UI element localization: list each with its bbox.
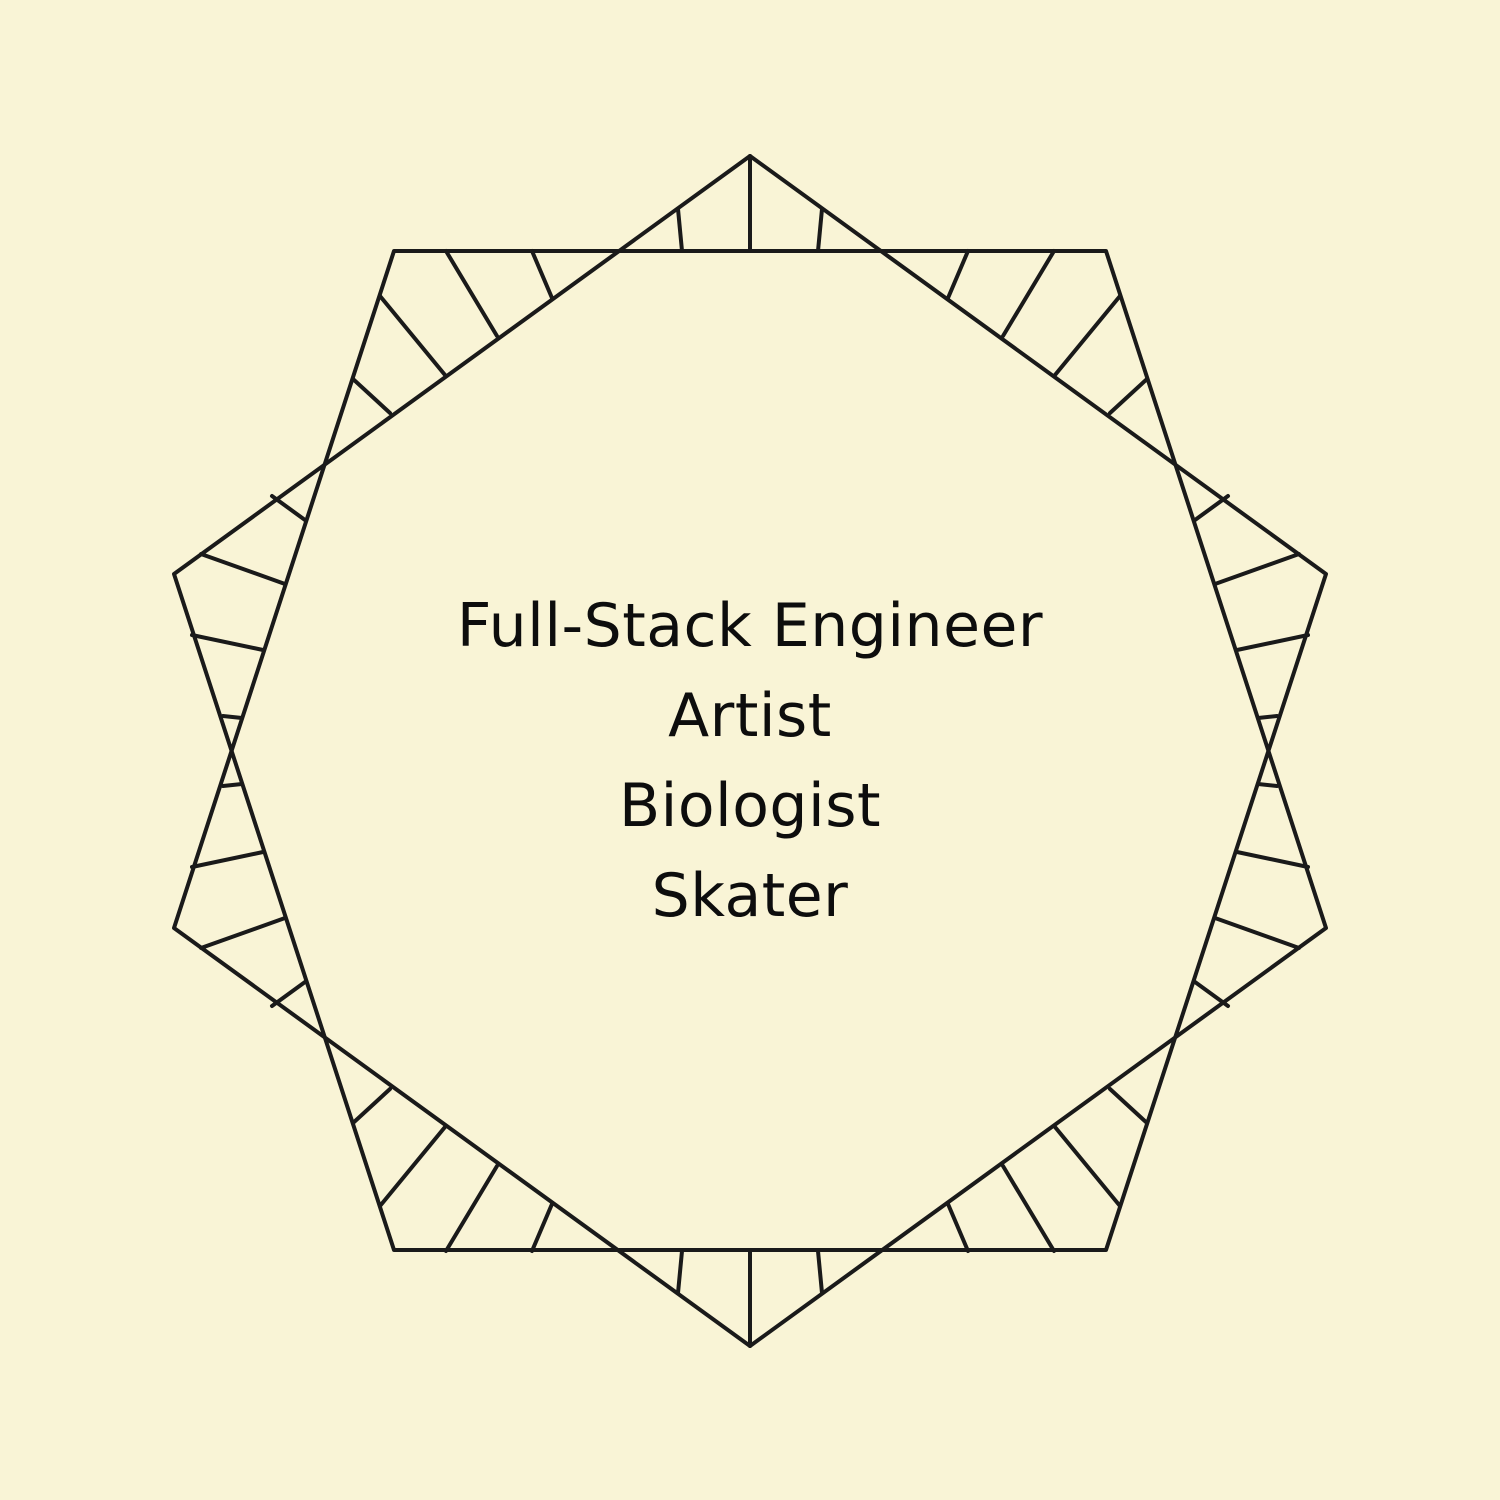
ornament-tick xyxy=(676,207,684,253)
ornament-tick xyxy=(1001,249,1056,338)
role-full-stack-engineer: Full-Stack Engineer xyxy=(456,591,1044,661)
ornament-tick xyxy=(221,782,244,788)
ornament-tick xyxy=(351,377,392,415)
ornament-tick xyxy=(444,1164,499,1253)
ornament-tick xyxy=(199,552,287,586)
ornament-tick xyxy=(530,249,554,300)
ornament-tick xyxy=(1213,552,1301,586)
role-artist: Artist xyxy=(668,681,832,751)
ornament-tick xyxy=(190,850,265,869)
ornament-tick xyxy=(199,916,287,950)
ornament-tick xyxy=(1001,1164,1056,1253)
ornament-tick xyxy=(1053,294,1122,377)
role-skater: Skater xyxy=(651,861,849,931)
ornament-tick xyxy=(221,714,244,720)
ornament-tick xyxy=(444,249,499,338)
ornament-tick xyxy=(1108,377,1149,415)
ornament-tick xyxy=(1108,1087,1149,1125)
ornament-tick xyxy=(1256,782,1279,788)
ornament-tick xyxy=(946,1202,970,1253)
ornament-tick xyxy=(378,294,447,377)
ornament-tick xyxy=(1213,916,1301,950)
ornament-tick xyxy=(816,1249,824,1295)
ornament-tick xyxy=(351,1087,392,1125)
ornament-tick xyxy=(1053,1125,1122,1208)
ornament-tick xyxy=(190,633,265,652)
ornament-tick xyxy=(946,249,970,300)
roles-list: Full-Stack Engineer Artist Biologist Ska… xyxy=(0,581,1500,941)
ornament-tick xyxy=(1235,633,1310,652)
ornament-tick xyxy=(816,207,824,253)
ornament-tick xyxy=(378,1125,447,1208)
ornament-tick xyxy=(1256,714,1279,720)
ornament-tick xyxy=(1235,850,1310,869)
role-biologist: Biologist xyxy=(619,771,881,841)
ornament-tick xyxy=(270,980,307,1008)
ornament-tick xyxy=(676,1249,684,1295)
ornament-tick xyxy=(1193,494,1230,522)
ornament-tick xyxy=(270,494,307,522)
ornament-tick xyxy=(1193,980,1230,1008)
ornament-tick xyxy=(530,1202,554,1253)
